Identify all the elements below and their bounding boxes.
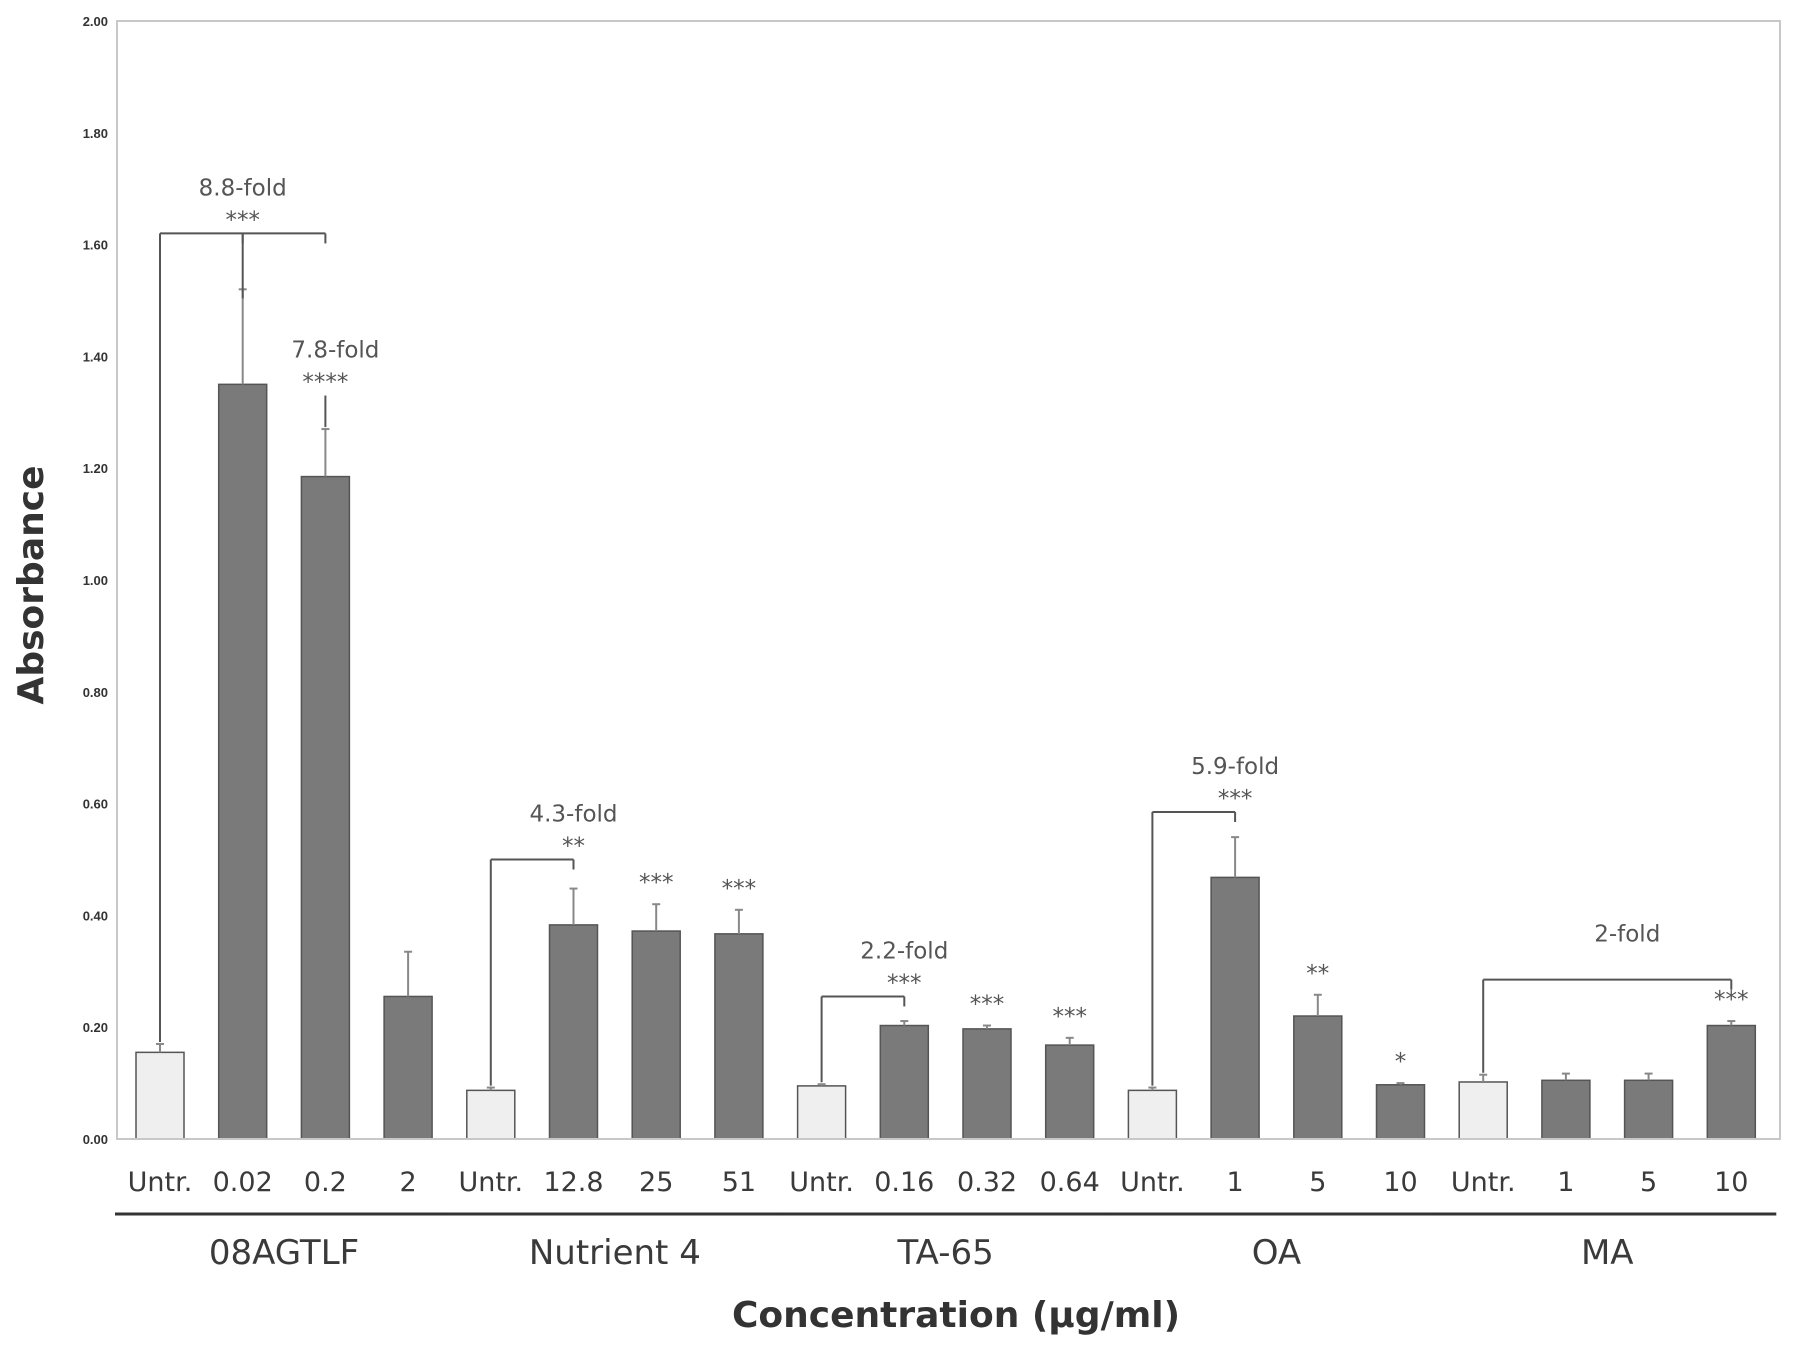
y-tick-label: 0.20 [83,1020,108,1035]
bar [300,475,351,1140]
bar [466,1089,516,1140]
significance-stars: *** [722,876,757,902]
bar [714,933,764,1140]
y-tick-label: 1.60 [83,238,108,253]
x-category-label: 1 [1557,1167,1574,1198]
y-tick-label: 1.80 [83,126,108,141]
group-label: Nutrient 4 [529,1233,701,1273]
bar [1127,1089,1178,1140]
significance-stars: *** [1714,987,1749,1013]
bar [1541,1079,1591,1140]
bar [383,995,433,1140]
bar [217,383,268,1140]
group-label: OA [1252,1233,1301,1273]
bar [548,924,599,1140]
y-tick-label: 0.40 [83,908,108,923]
significance-annotations: *** ****** ******8.8-fold***7.8-fold****4.… [159,175,1749,1086]
y-tick-label: 1.40 [83,349,108,364]
y-tick-label: 2.00 [83,14,108,29]
significance-stars: **** [302,370,348,396]
x-category-label: 51 [722,1167,756,1198]
x-category-label: 5 [1640,1167,1657,1198]
bar [135,1051,185,1140]
x-category-label: Untr. [128,1167,193,1198]
x-category-label: 1 [1227,1167,1244,1198]
significance-stars: *** [1052,1004,1087,1030]
y-axis-ticks: 0.00 0.20 0.40 0.60 0.80 1.00 1.20 1.40 1.60 1.80… [83,14,108,1147]
x-category-label: 5 [1309,1167,1326,1198]
x-category-label: Untr. [1451,1167,1516,1198]
significance-stars: ** [1306,961,1329,987]
x-axis-category-labels: Untr. 0.02 0.2 2 Untr. 12.8 25 51 Untr. 0.16 0.32 0… [128,1167,1749,1198]
error-bars [156,288,1736,1091]
bar [796,1085,847,1140]
fold-change-label: 2.2-fold [860,938,948,964]
x-category-label: Untr. [789,1167,854,1198]
group-label: MA [1581,1233,1634,1273]
y-tick-label: 1.20 [83,461,108,476]
x-category-label: 0.2 [304,1167,347,1198]
significance-stars: *** [639,870,674,896]
fold-change-label: 2-fold [1594,922,1660,948]
bar [1044,1044,1095,1140]
x-category-label: 12.8 [543,1167,603,1198]
x-category-label: 10 [1383,1167,1417,1198]
significance-stars: ** [562,834,585,860]
group-label: TA-65 [897,1233,994,1273]
bar [631,930,681,1140]
significance-stars: *** [1218,786,1253,812]
significance-stars: *** [887,970,922,996]
bars [135,383,1757,1140]
y-axis-title: Absorbance [11,466,52,705]
bar [879,1024,930,1140]
fold-change-label: 7.8-fold [291,338,379,364]
bar [1458,1081,1508,1140]
significance-stars: *** [225,207,260,233]
x-category-label: 0.02 [213,1167,273,1198]
fold-change-label: 4.3-fold [529,802,617,828]
fold-change-label: 8.8-fold [199,175,287,201]
x-category-label: 2 [400,1167,417,1198]
x-category-label: 10 [1714,1167,1748,1198]
bar [1210,876,1260,1140]
bar [1706,1024,1757,1140]
plot-frame [116,20,1781,1140]
y-tick-label: 0.60 [83,797,108,812]
y-tick-label: 0.00 [83,1132,108,1147]
x-axis-title: Concentration (μg/ml) [732,1295,1180,1336]
group-labels: 08AGTLF Nutrient 4 TA-65 OA MA [115,1212,1777,1273]
x-category-label: 0.32 [957,1167,1017,1198]
fold-change-label: 5.9-fold [1191,754,1279,780]
bar [1623,1079,1674,1140]
y-tick-label: 1.00 [83,573,108,588]
x-category-label: 25 [639,1167,673,1198]
x-category-label: 0.64 [1040,1167,1100,1198]
bar [962,1028,1012,1140]
significance-stars: * [1395,1049,1407,1075]
bar [1375,1084,1426,1140]
group-label: 08AGTLF [209,1233,359,1273]
x-category-label: Untr. [1120,1167,1185,1198]
x-category-label: 0.16 [874,1167,934,1198]
x-category-label: Untr. [458,1167,523,1198]
bar [1293,1015,1343,1140]
significance-stars: *** [970,992,1005,1018]
y-tick-label: 0.80 [83,685,108,700]
